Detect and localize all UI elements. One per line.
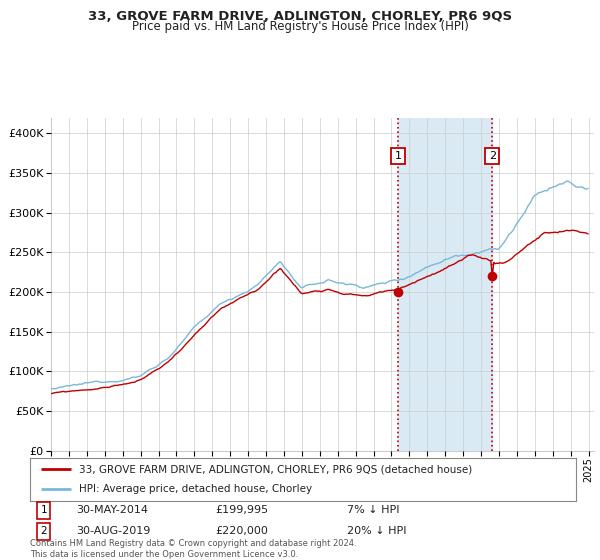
Text: Contains HM Land Registry data © Crown copyright and database right 2024.
This d: Contains HM Land Registry data © Crown c… — [30, 539, 356, 559]
Text: 1: 1 — [40, 506, 47, 515]
Text: 30-AUG-2019: 30-AUG-2019 — [76, 526, 151, 536]
Bar — [398, 118, 492, 451]
Text: 33, GROVE FARM DRIVE, ADLINGTON, CHORLEY, PR6 9QS: 33, GROVE FARM DRIVE, ADLINGTON, CHORLEY… — [88, 10, 512, 23]
Text: HPI: Average price, detached house, Chorley: HPI: Average price, detached house, Chor… — [79, 484, 312, 494]
Text: 2: 2 — [489, 151, 496, 161]
Text: Price paid vs. HM Land Registry's House Price Index (HPI): Price paid vs. HM Land Registry's House … — [131, 20, 469, 33]
Text: £199,995: £199,995 — [215, 506, 269, 515]
Text: 30-MAY-2014: 30-MAY-2014 — [76, 506, 148, 515]
Text: 7% ↓ HPI: 7% ↓ HPI — [347, 506, 399, 515]
Text: 2: 2 — [40, 526, 47, 536]
Text: 1: 1 — [395, 151, 402, 161]
Text: £220,000: £220,000 — [215, 526, 269, 536]
Text: 33, GROVE FARM DRIVE, ADLINGTON, CHORLEY, PR6 9QS (detached house): 33, GROVE FARM DRIVE, ADLINGTON, CHORLEY… — [79, 464, 472, 474]
Text: 20% ↓ HPI: 20% ↓ HPI — [347, 526, 406, 536]
